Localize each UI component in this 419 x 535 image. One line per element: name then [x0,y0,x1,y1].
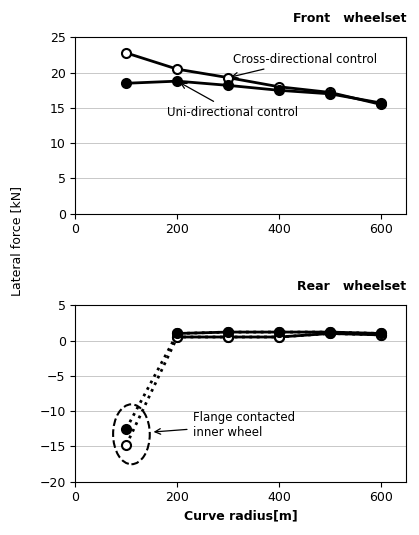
X-axis label: Curve radius[m]: Curve radius[m] [184,510,298,523]
Text: Cross-directional control: Cross-directional control [232,52,378,78]
Text: Lateral force [kN]: Lateral force [kN] [10,186,23,296]
Text: Uni-directional control: Uni-directional control [167,83,298,119]
Text: Front   wheelset: Front wheelset [293,12,406,25]
Text: Flange contacted
inner wheel: Flange contacted inner wheel [155,411,295,439]
Text: Rear   wheelset: Rear wheelset [297,280,406,293]
